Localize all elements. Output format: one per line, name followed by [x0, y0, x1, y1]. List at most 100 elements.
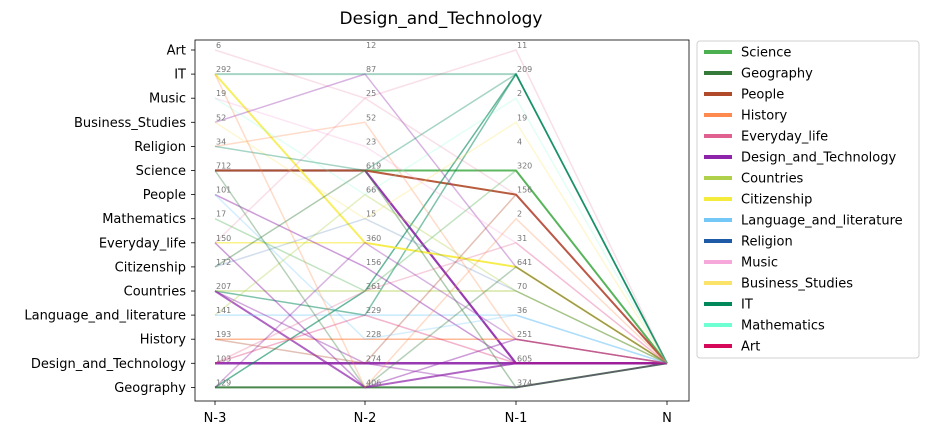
- count-label: 19: [517, 113, 527, 122]
- plot-area-frame: [194, 39, 690, 402]
- count-label: 103: [216, 354, 231, 363]
- count-label: 292: [216, 65, 231, 74]
- count-label: 207: [216, 282, 231, 291]
- path-line-everyday-life-26: [214, 242, 668, 364]
- legend: Science Geography People History Everyday_li…: [696, 40, 920, 359]
- y-tick-label: People: [143, 188, 186, 203]
- path-line-business-studies-25: [214, 121, 668, 364]
- y-tick-label: Design_and_Technology: [31, 357, 186, 372]
- y-axis: Art IT Music Business_Studies Religion Scienc…: [24, 44, 195, 396]
- y-tick-label: Music: [149, 92, 186, 107]
- path-line-history-32: [214, 73, 668, 389]
- path-line-history-11: [215, 338, 668, 365]
- count-label: 87: [366, 65, 376, 74]
- count-label: 712: [216, 162, 231, 171]
- count-label: 209: [517, 65, 532, 74]
- legend-label-people: People: [741, 88, 784, 103]
- count-label: 156: [366, 258, 381, 267]
- path-line-it-8: [214, 73, 668, 364]
- count-label: 274: [366, 354, 381, 363]
- path-line-it-31: [214, 73, 668, 364]
- x-axis: N-3 N-2 N-1 N: [204, 401, 672, 426]
- x-tick-label: N: [662, 411, 672, 426]
- chart-title: Design_and_Technology: [340, 9, 543, 29]
- y-tick-label: Mathematics: [102, 212, 186, 227]
- count-label: 23: [366, 137, 376, 146]
- legend-label-music: Music: [741, 256, 778, 271]
- legend-label-mathematics: Mathematics: [741, 319, 825, 334]
- count-label: 19: [216, 89, 226, 98]
- path-line-religion-34: [214, 217, 668, 364]
- count-label: 129: [216, 378, 231, 387]
- count-label: 251: [517, 330, 532, 339]
- count-label: 15: [366, 210, 376, 219]
- path-line-science-21: [214, 169, 668, 364]
- path-line-geography-18: [214, 169, 668, 389]
- count-label: 52: [366, 113, 376, 122]
- count-label: 172: [216, 258, 231, 267]
- path-line-design-and-technology-17: [214, 73, 668, 364]
- path-line-geography-29: [214, 170, 668, 389]
- y-tick-label: Business_Studies: [74, 116, 186, 131]
- path-line-art-30: [214, 314, 667, 365]
- count-label: 261: [366, 282, 381, 291]
- count-label: 229: [366, 306, 381, 315]
- count-label: 193: [216, 330, 231, 339]
- path-line-people-19: [214, 193, 668, 365]
- count-label: 2: [517, 89, 522, 98]
- count-label: 228: [366, 330, 381, 339]
- count-label: 360: [366, 234, 381, 243]
- count-label: 150: [216, 234, 231, 243]
- path-line-everyday-life-33: [214, 97, 668, 364]
- path-line-countries-12: [215, 290, 668, 364]
- y-tick-label: History: [140, 333, 187, 348]
- legend-label-business-studies: Business_Studies: [741, 277, 853, 292]
- legend-label-religion: Religion: [741, 235, 793, 250]
- count-label: 141: [216, 306, 231, 315]
- count-label: 6: [216, 41, 221, 50]
- path-line-design-and-technology-16: [214, 193, 667, 365]
- count-label: 641: [517, 258, 532, 267]
- path-line-music-23: [214, 97, 668, 364]
- legend-label-science: Science: [741, 46, 791, 61]
- path-lines: [214, 49, 668, 389]
- legend-frame: [696, 40, 920, 359]
- count-label: 619: [366, 162, 381, 171]
- y-tick-label: Everyday_life: [99, 236, 186, 251]
- path-line-mathematics-35: [214, 97, 668, 364]
- count-label: 406: [366, 378, 381, 387]
- legend-label-everyday-life: Everyday_life: [741, 130, 828, 145]
- legend-label-geography: Geography: [741, 67, 813, 82]
- path-line-design-and-technology-27: [214, 290, 668, 389]
- count-label: 11: [517, 41, 527, 50]
- y-tick-label: Geography: [114, 381, 186, 396]
- count-label: 374: [517, 378, 532, 387]
- count-label: 31: [517, 234, 527, 243]
- legend-label-citizenship: Citizenship: [741, 193, 812, 208]
- count-label: 605: [517, 354, 532, 363]
- count-label: 52: [216, 113, 226, 122]
- path-line-everyday-life-14: [214, 49, 668, 364]
- y-tick-label: Language_and_literature: [24, 309, 186, 324]
- legend-label-design-and-technology: Design_and_Technology: [741, 151, 896, 166]
- legend-label-it: IT: [741, 298, 753, 313]
- y-tick-label: Art: [167, 44, 186, 59]
- legend-label-art: Art: [741, 340, 760, 355]
- node-count-labels: 6 292 19 52 34 712 101 17 150 172 207 141 193 103 129 1…: [216, 41, 532, 387]
- count-label: 4: [517, 137, 522, 146]
- path-line-language-and-literature-13: [215, 314, 668, 365]
- y-tick-label: Countries: [124, 285, 187, 300]
- count-label: 101: [216, 186, 231, 195]
- x-tick-label: N-1: [505, 411, 528, 426]
- path-line-design-and-technology-15: [214, 242, 668, 389]
- count-label: 70: [517, 282, 527, 291]
- path-line-language-and-literature-24: [214, 194, 668, 365]
- y-tick-label: Religion: [134, 140, 186, 155]
- legend-label-history: History: [741, 109, 788, 124]
- path-line-geography-0: [215, 362, 668, 389]
- count-label: 25: [366, 89, 376, 98]
- count-label: 320: [517, 162, 532, 171]
- path-line-citizenship-10: [215, 242, 668, 364]
- y-tick-label: Citizenship: [115, 260, 186, 275]
